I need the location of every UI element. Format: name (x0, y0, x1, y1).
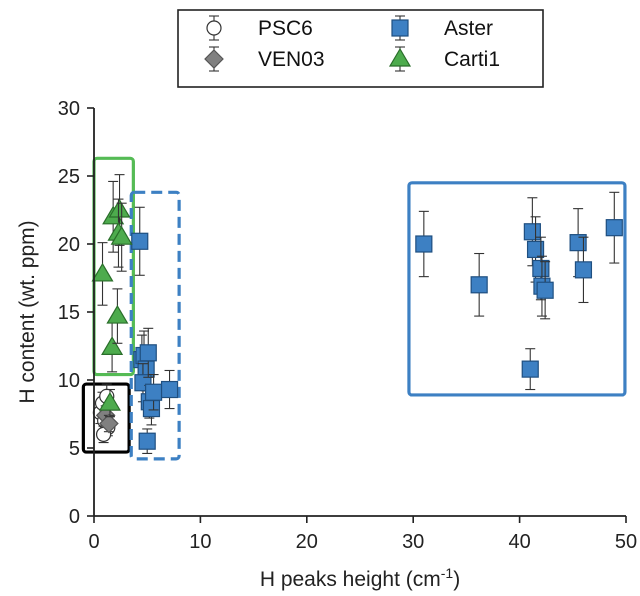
x-tick-label: 0 (88, 531, 99, 553)
legend-item-aster: Aster (391, 15, 493, 41)
x-tick-label: 40 (508, 531, 530, 553)
legend-label-aster: Aster (444, 17, 493, 40)
aster-marker (605, 219, 623, 237)
aster-marker (131, 232, 149, 250)
y-tick-label: 0 (69, 506, 80, 528)
carti1-marker (108, 198, 131, 218)
x-axis-label: H peaks height (cm-1) (260, 565, 460, 591)
y-tick-label: 30 (58, 98, 80, 120)
ven03-marker (99, 413, 119, 434)
aster-point (574, 236, 593, 304)
y-axis-label: H content (wt. ppm) (16, 220, 39, 403)
aster-point (138, 428, 156, 454)
plot-area: 0 10 20 30 40 50 0 5 10 15 20 25 30 (58, 98, 637, 553)
legend: PSC6 VEN03 Aster Carti1 (177, 9, 544, 88)
aster-marker (523, 223, 541, 241)
aster-marker (138, 432, 156, 450)
legend-marker-ven03 (204, 49, 224, 69)
aster-point (139, 327, 157, 378)
y-tick-label: 25 (58, 166, 80, 188)
x-tick-label: 50 (615, 531, 637, 553)
y-tick-label: 10 (58, 370, 80, 392)
y-tick-label: 20 (58, 234, 80, 256)
aster-point (470, 252, 488, 317)
region-blue-dashed-box (129, 190, 181, 461)
aster-point (521, 348, 539, 391)
aster-marker (139, 344, 157, 362)
aster-point (160, 369, 179, 410)
aster-point (523, 197, 541, 267)
aster-marker (569, 234, 587, 252)
legend-item-psc6: PSC6 (206, 15, 313, 41)
aster-point (415, 210, 433, 278)
aster-marker (160, 380, 179, 399)
carti1-marker (101, 336, 124, 355)
x-tick-label: 30 (402, 531, 424, 553)
aster-point (605, 191, 623, 264)
carti1-point (110, 202, 133, 272)
aster-marker (144, 383, 163, 401)
legend-marker-psc6 (206, 20, 222, 36)
x-tick-label: 10 (189, 531, 211, 553)
region-blue-box (407, 181, 627, 397)
legend-marker-aster (391, 19, 409, 37)
x-axis-label-superscript: -1 (441, 565, 454, 581)
legend-item-carti1: Carti1 (388, 46, 500, 72)
aster-marker (521, 360, 539, 378)
ven03-point (99, 413, 119, 434)
carti1-point (91, 242, 114, 306)
aster-point (131, 206, 149, 276)
aster-point (144, 374, 163, 411)
carti1-marker (110, 226, 133, 245)
carti1-marker (106, 304, 129, 324)
carti1-marker (98, 391, 122, 411)
aster-marker (574, 261, 593, 279)
legend-label-carti1: Carti1 (444, 48, 500, 71)
x-axis-label-end: ) (453, 568, 460, 591)
y-tick-label: 15 (58, 302, 80, 324)
carti1-point (106, 288, 129, 344)
legend-frame (177, 9, 544, 88)
legend-marker-carti1 (388, 47, 412, 67)
carti1-point (101, 322, 124, 373)
aster-marker (526, 240, 545, 259)
aster-marker (415, 235, 433, 253)
y-tick-label: 5 (69, 438, 80, 460)
aster-marker (536, 281, 554, 299)
aster-marker (142, 399, 161, 418)
aster-marker (532, 259, 550, 278)
carti1-marker (91, 262, 114, 282)
legend-label-ven03: VEN03 (258, 48, 325, 71)
legend-label-psc6: PSC6 (258, 17, 313, 40)
carti1-point (98, 388, 122, 418)
aster-marker (470, 276, 488, 294)
x-tick-label: 20 (296, 531, 318, 553)
aster-point (536, 261, 554, 320)
legend-item-ven03: VEN03 (204, 46, 325, 72)
